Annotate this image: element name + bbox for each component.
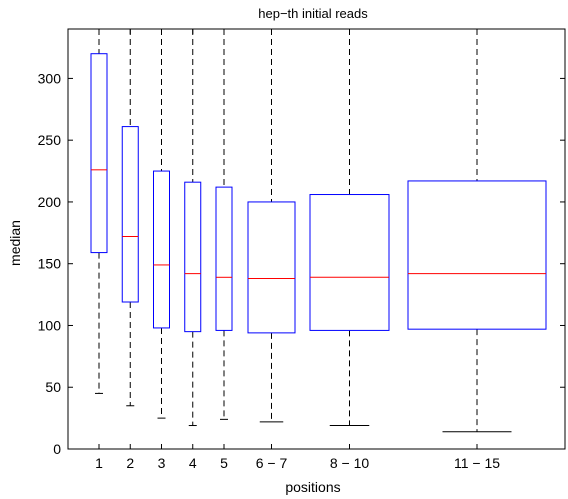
x-tick-label: 8 − 10 <box>330 455 370 471</box>
axes-frame <box>67 28 566 450</box>
y-tick-label: 200 <box>38 194 62 210</box>
box-group-3 <box>153 29 170 419</box>
iqr-box <box>153 170 170 329</box>
x-tick-label: 4 <box>189 455 197 471</box>
x-axis-label: positions <box>285 479 340 495</box>
y-axis-label: median <box>7 220 23 266</box>
y-tick-label: 0 <box>53 441 61 457</box>
box-group-4 <box>184 29 202 427</box>
iqr-box <box>309 194 390 331</box>
y-axis-ticks: 0 50 100 150 200 250 300 <box>38 70 565 457</box>
y-tick-label: 300 <box>38 70 62 86</box>
iqr-box <box>121 126 139 303</box>
x-tick-label: 3 <box>158 455 166 471</box>
box-group-6 <box>247 29 296 423</box>
y-tick-label: 250 <box>38 132 62 148</box>
x-axis-ticks: 1 2 3 4 5 6 − 7 8 − 10 11 − 15 <box>95 29 500 471</box>
iqr-box <box>184 181 202 333</box>
y-tick-label: 50 <box>45 379 61 395</box>
box-group-1 <box>90 29 108 394</box>
box-group-7 <box>309 29 390 427</box>
y-tick-label: 150 <box>38 256 62 272</box>
iqr-box <box>215 186 233 331</box>
box-group-2 <box>121 29 139 407</box>
chart-title: hep−th initial reads <box>258 6 368 21</box>
x-tick-label: 1 <box>95 455 103 471</box>
x-tick-label: 5 <box>220 455 228 471</box>
iqr-box <box>90 53 108 254</box>
box-group-8 <box>407 29 547 433</box>
iqr-box <box>407 180 547 330</box>
plot-area <box>67 28 566 450</box>
y-tick-label: 100 <box>38 317 62 333</box>
iqr-box <box>247 201 296 334</box>
box-group-5 <box>215 29 233 420</box>
x-tick-label: 11 − 15 <box>454 455 500 471</box>
x-tick-label: 2 <box>126 455 134 471</box>
x-tick-label: 6 − 7 <box>256 455 288 471</box>
